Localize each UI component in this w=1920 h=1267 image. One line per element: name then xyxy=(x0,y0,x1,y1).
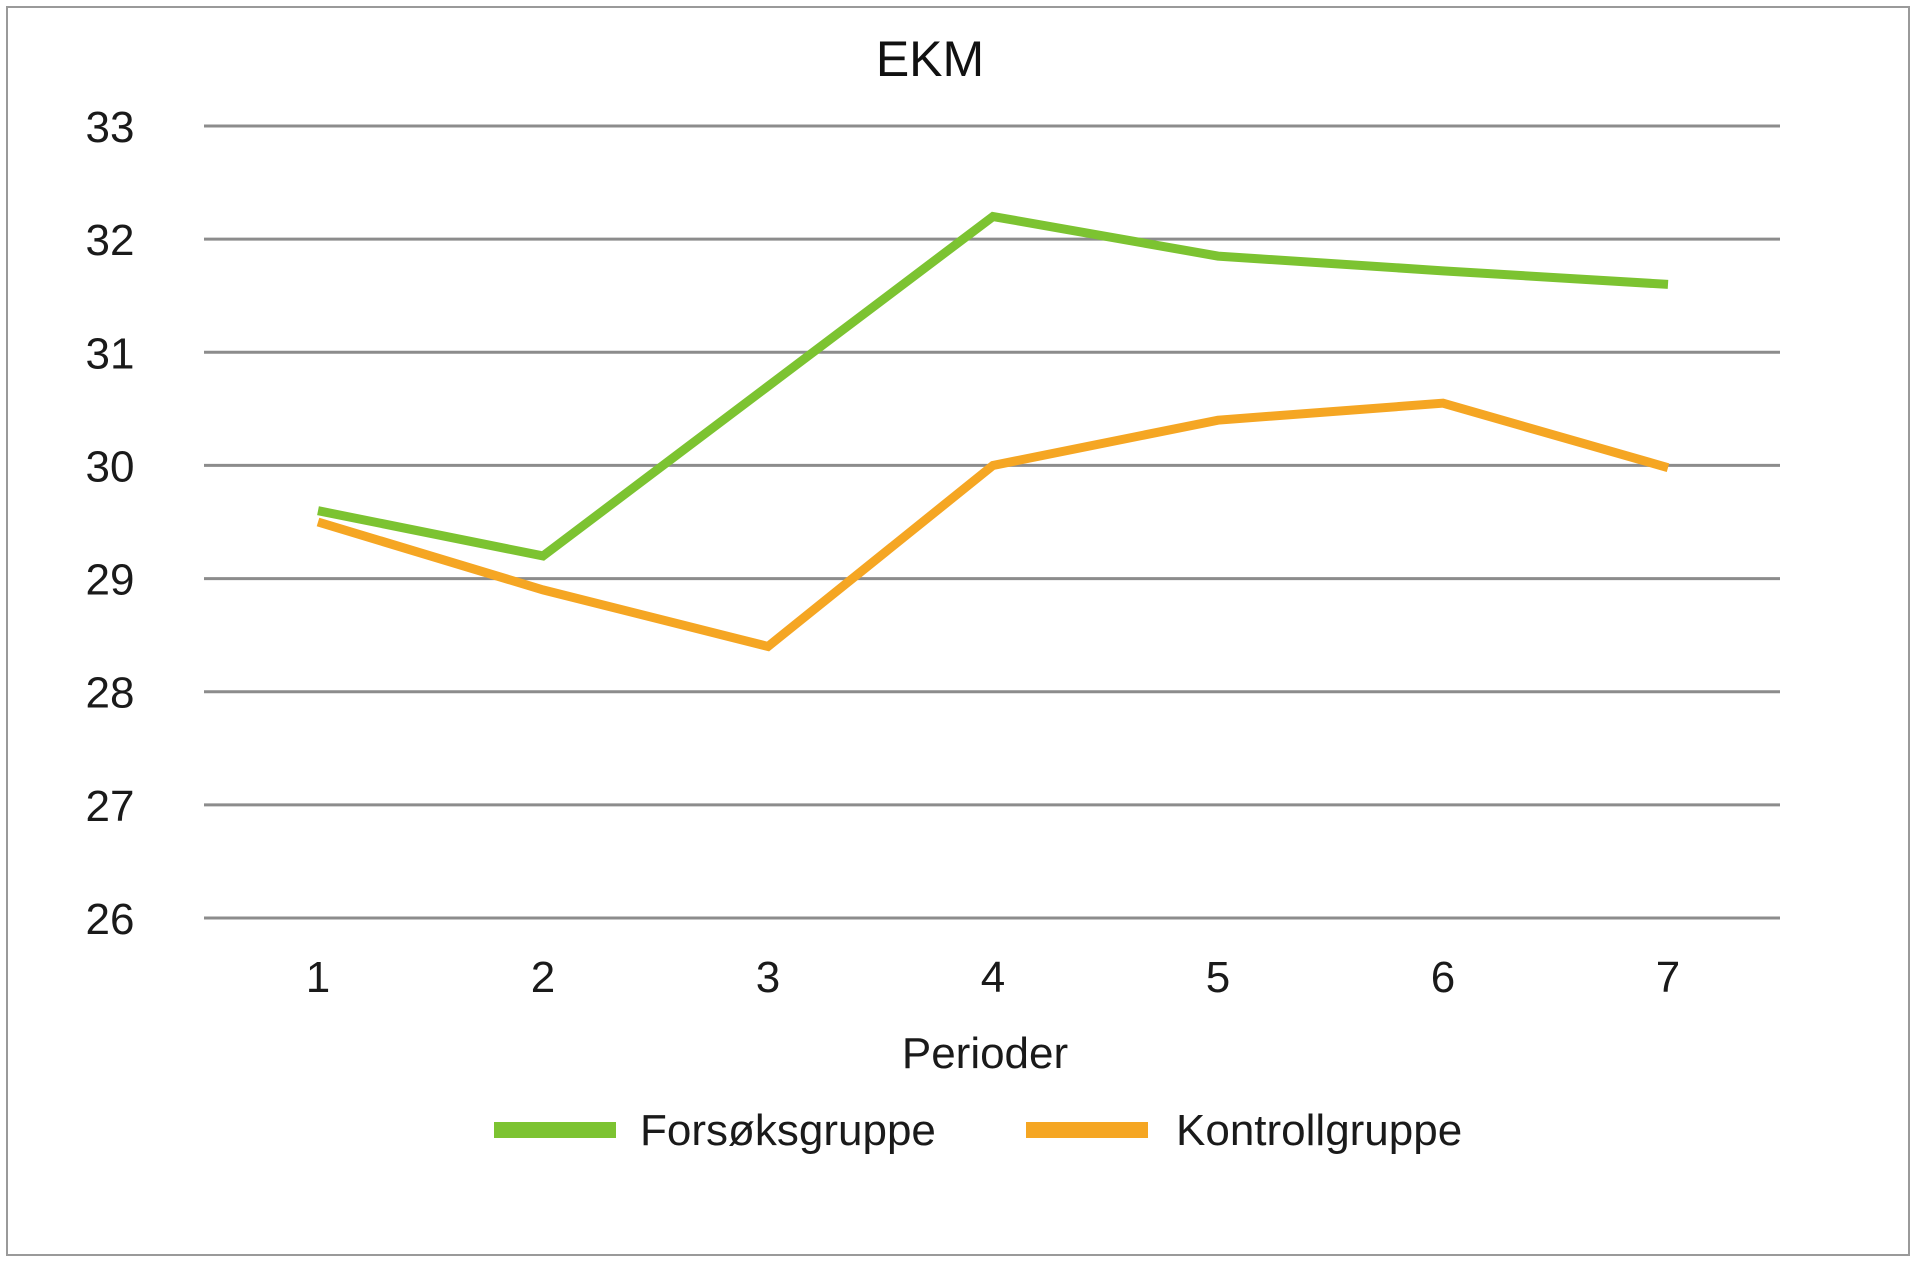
series-line-2 xyxy=(316,398,1670,652)
legend-label-2: Kontrollgruppe xyxy=(1176,1106,1462,1155)
x-tick-label-1: 1 xyxy=(306,953,330,1002)
chart-title: EKM xyxy=(876,31,984,87)
x-axis-ticks: 1 2 3 4 5 6 7 xyxy=(306,953,1680,1002)
x-tick-label-3: 3 xyxy=(756,953,780,1002)
x-axis-label: Perioder xyxy=(902,1029,1068,1078)
y-axis-ticks: 26 27 28 29 30 31 32 33 xyxy=(86,103,135,944)
x-tick-label-2: 2 xyxy=(531,953,555,1002)
y-tick-label-30: 30 xyxy=(86,442,135,491)
x-tick-label-7: 7 xyxy=(1656,953,1680,1002)
y-tick-label-31: 31 xyxy=(86,329,135,378)
y-tick-label-32: 32 xyxy=(86,216,135,265)
chart-frame xyxy=(6,6,1910,1256)
gridlines xyxy=(204,124,1780,920)
series-line-1 xyxy=(317,211,1669,561)
y-tick-label-28: 28 xyxy=(86,669,135,718)
y-tick-label-29: 29 xyxy=(86,556,135,605)
x-tick-label-5: 5 xyxy=(1206,953,1230,1002)
series-lines xyxy=(316,211,1670,652)
y-tick-label-27: 27 xyxy=(86,782,135,831)
x-tick-label-6: 6 xyxy=(1431,953,1455,1002)
x-tick-label-4: 4 xyxy=(981,953,1005,1002)
legend-label-1: Forsøksgruppe xyxy=(640,1106,936,1155)
y-tick-label-26: 26 xyxy=(86,895,135,944)
legend: Forsøksgruppe Kontrollgruppe xyxy=(494,1106,1462,1155)
y-tick-label-33: 33 xyxy=(86,103,135,152)
